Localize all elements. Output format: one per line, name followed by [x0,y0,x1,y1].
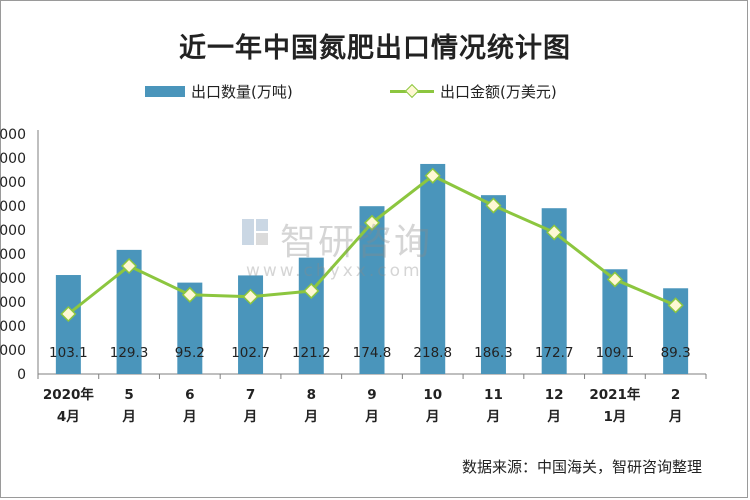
bar-data-label: 109.1 [596,345,635,361]
legend-line-swatch [390,83,434,99]
legend: 出口数量(万吨) 出口金额(万美元) [0,78,750,104]
x-tick-label: 10 月 [423,387,442,425]
y-tick-label: 0 [17,367,26,383]
bar-data-label: 174.8 [353,345,392,361]
bar-export-quantity [55,275,81,374]
bar-data-label: 186.3 [474,345,513,361]
bar-data-label: 129.3 [110,345,149,361]
bar-data-label: 172.7 [535,345,574,361]
legend-item-amount: 出口金额(万美元) [390,78,557,104]
line-point-marker [121,257,138,275]
line-point-marker [60,305,77,323]
line-point-marker [181,286,198,303]
bar-data-label: 95.2 [175,345,205,361]
line-point-marker [485,197,502,214]
legend-item-quantity: 出口数量(万吨) [145,78,293,104]
line-point-marker [242,288,259,305]
legend-label-quantity: 出口数量(万吨) [191,82,293,101]
line-point-marker [667,297,684,314]
line-point-marker [424,167,441,184]
bar-export-quantity [420,163,446,374]
bar-data-label: 218.8 [413,345,452,361]
bar-data-label: 121.2 [292,345,331,361]
x-tick-label: 2021年 1月 [589,386,641,425]
bar-data-label: 102.7 [231,345,270,361]
line-point-marker [363,214,381,231]
bar-export-quantity [298,257,324,374]
chart-title: 近一年中国氮肥出口情况统计图 [179,33,571,64]
line-point-marker [546,224,563,241]
bar-data-label: 89.3 [661,345,691,361]
x-tick-label: 2020年 4月 [43,386,95,425]
x-tick-label: 12 月 [545,387,564,425]
line-point-marker [606,271,623,288]
data-source-note: 数据来源：中国海关，智研咨询整理 [461,458,702,476]
legend-label-amount: 出口金额(万美元) [440,82,557,101]
watermark-text: 智研咨询 [280,222,433,263]
watermark-logo-icon [242,219,268,245]
bar-data-label: 103.1 [49,345,88,361]
watermark-url: www.chyxx.com [246,261,423,281]
line-point-marker [303,282,320,300]
legend-bar-swatch [145,85,185,97]
bar-export-quantity [480,195,506,374]
x-tick-label: 11 月 [484,387,503,425]
